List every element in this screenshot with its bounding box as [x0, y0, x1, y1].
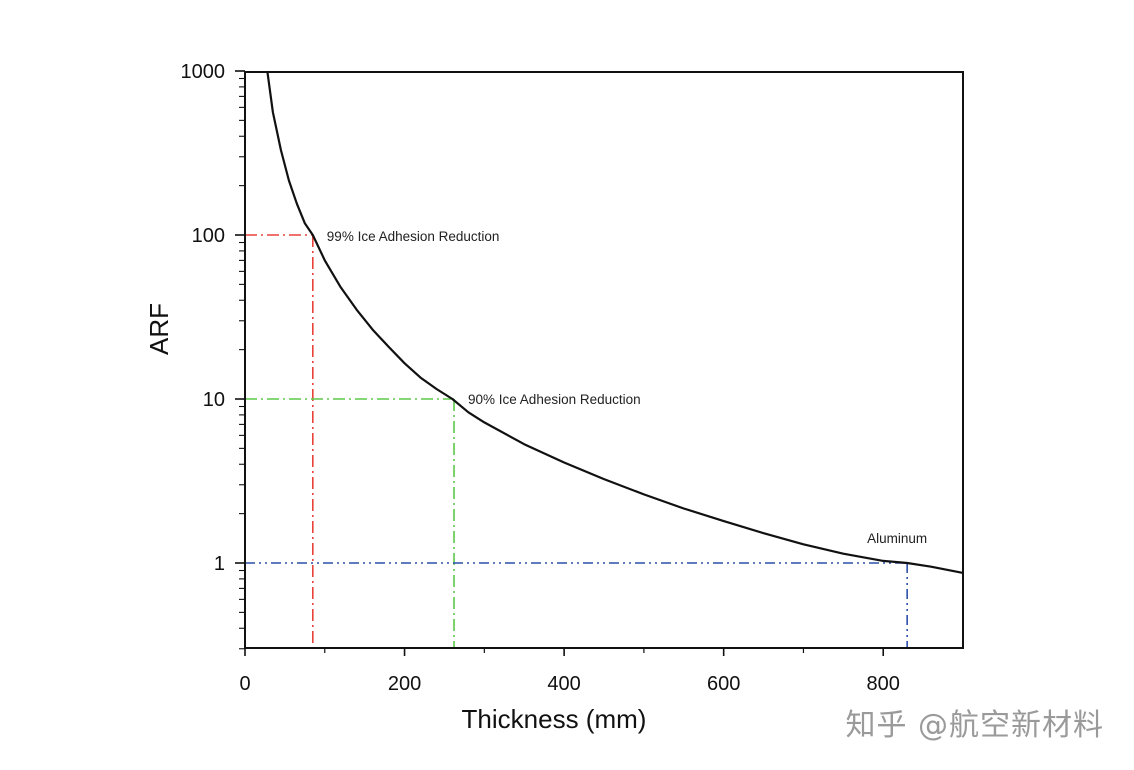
annotation-label: 90% Ice Adhesion Reduction	[468, 392, 641, 407]
plot-frame	[244, 71, 964, 649]
x-tick-label: 0	[239, 673, 250, 695]
annotations: 99% Ice Adhesion Reduction 90% Ice Adhesi…	[327, 229, 927, 546]
axes: 0 200 400 600 800 1 10 100 1000 Thickness (mm) ARF	[144, 61, 964, 734]
x-tick-label: 600	[707, 673, 740, 695]
y-tick-label: 100	[192, 225, 225, 247]
curve-layer	[266, 70, 964, 574]
y-tick-label: 1	[214, 553, 225, 575]
reference-lines	[245, 234, 908, 648]
x-tick-label: 200	[388, 673, 421, 695]
y-tick-label: 10	[203, 389, 225, 411]
x-axis-title: Thickness (mm)	[462, 704, 647, 734]
annotation-label: Aluminum	[867, 531, 927, 546]
x-tick-label: 400	[547, 673, 580, 695]
y-axis-title: ARF	[144, 303, 174, 355]
y-tick-label: 1000	[181, 61, 226, 83]
annotation-label: 99% Ice Adhesion Reduction	[327, 229, 500, 244]
arf-curve-line	[266, 70, 964, 574]
watermark-text: 知乎 @航空新材料	[845, 708, 1104, 743]
x-tick-label: 800	[867, 673, 900, 695]
